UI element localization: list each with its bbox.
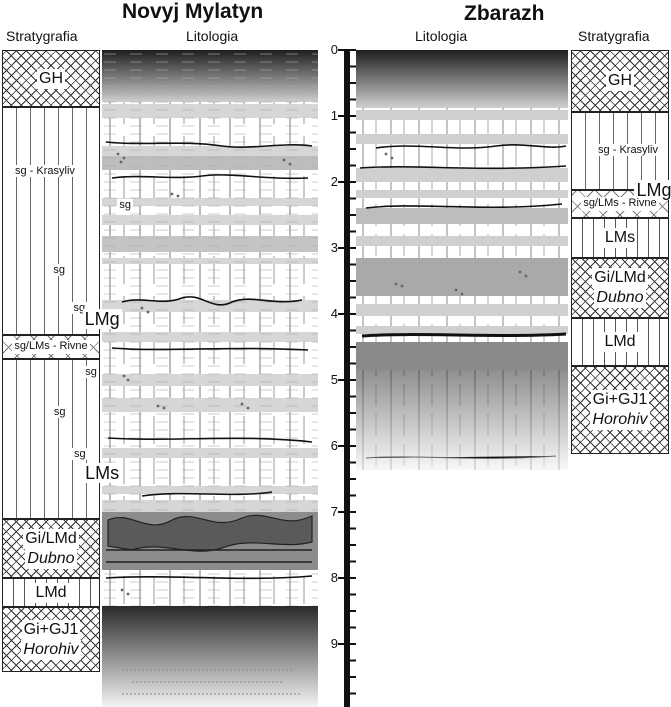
- depth-tick-label: 3: [330, 240, 338, 255]
- right-unit-lmd: LMd: [571, 318, 669, 366]
- depth-tick-label: 6: [330, 438, 338, 453]
- left-unit-horohiv: Gi+GJ1 Horohiv: [2, 607, 100, 672]
- left-unit-sg-label-4: sg: [83, 366, 99, 378]
- right-unit-horohiv-sub: Horohiv: [590, 410, 650, 430]
- right-unit-dubno-label: Gi/LMd: [592, 268, 648, 288]
- right-unit-lmg: sg - Krasyliv LMg: [571, 112, 671, 200]
- right-unit-dubno-sub: Dubno: [594, 288, 646, 308]
- left-unit-dubno-sub: Dubno: [25, 548, 77, 569]
- right-litho-graphic: [356, 50, 568, 470]
- left-site-title: Novyj Mylatyn: [122, 0, 264, 23]
- depth-tick-label: 8: [330, 570, 338, 585]
- depth-scale: 0 1 2 3 4 5 6 7 8 9: [318, 42, 358, 707]
- right-unit-dubno: Gi/LMd Dubno: [571, 258, 669, 318]
- depth-tick-label: 1: [330, 108, 338, 123]
- left-unit-sg-label-6: sg: [71, 448, 88, 460]
- left-unit-lmd: LMd: [2, 578, 100, 607]
- right-unit-lms-label: LMs: [602, 228, 638, 248]
- left-litho-column: [102, 50, 318, 707]
- left-unit-gh: GH: [2, 50, 100, 107]
- left-litho-header: Litologia: [186, 28, 239, 44]
- left-unit-sg-label-5: sg: [51, 406, 68, 418]
- depth-scale-axis: [338, 49, 356, 707]
- left-unit-rivne: sg/LMs - Rivne: [2, 335, 100, 359]
- left-strat-header: Stratygrafia: [6, 28, 78, 44]
- left-unit-rivne-label: sg/LMs - Rivne: [12, 340, 90, 354]
- depth-tick-label: 9: [330, 636, 338, 651]
- right-litho-header: Litologia: [415, 28, 468, 44]
- right-site-title: Zbarazh: [464, 2, 545, 25]
- right-unit-gh-label: GH: [606, 71, 634, 91]
- right-unit-horohiv-label: Gi+GJ1: [590, 390, 650, 410]
- right-unit-krasyliv-label: sg - Krasyliv: [596, 144, 660, 156]
- right-unit-lmg-label: LMg: [634, 180, 671, 200]
- depth-tick-label: 0: [330, 42, 338, 57]
- depth-tick-label: 2: [330, 174, 338, 189]
- left-unit-lms-label: LMs: [83, 463, 122, 483]
- left-unit-dubno-label: Gi/LMd: [23, 528, 79, 549]
- left-unit-gh-label: GH: [37, 68, 65, 89]
- right-unit-lms: LMs: [571, 218, 669, 258]
- left-litho-graphic: [102, 50, 318, 707]
- left-unit-lms: sg sg LMs: [2, 359, 122, 519]
- left-unit-horohiv-label: Gi+GJ1: [21, 619, 81, 640]
- right-unit-horohiv: Gi+GJ1 Horohiv: [571, 366, 669, 454]
- left-unit-lmd-label: LMd: [33, 582, 69, 603]
- right-unit-rivne: sg/LMs - Rivne: [571, 190, 669, 218]
- left-unit-horohiv-sub: Horohiv: [21, 639, 81, 660]
- right-unit-rivne-label: sg/LMs - Rivne: [581, 197, 659, 211]
- right-unit-lmd-label: LMd: [602, 332, 638, 352]
- left-unit-lmg: sg - Krasyliv sg sg sg LMg sg: [2, 107, 133, 378]
- right-strat-header: Stratygrafia: [578, 28, 650, 44]
- right-litho-column: [356, 50, 568, 470]
- left-unit-sg-label-1: sg: [117, 199, 133, 211]
- right-unit-gh: GH: [571, 50, 669, 112]
- depth-tick-label: 5: [330, 372, 338, 387]
- depth-tick-label: 4: [330, 306, 338, 321]
- left-unit-sg-label-2: sg: [51, 264, 68, 276]
- left-unit-lmg-label: LMg: [82, 309, 122, 329]
- depth-tick-label: 7: [330, 504, 338, 519]
- left-unit-dubno: Gi/LMd Dubno: [2, 519, 100, 578]
- left-unit-krasyliv-label: sg - Krasyliv: [13, 165, 77, 177]
